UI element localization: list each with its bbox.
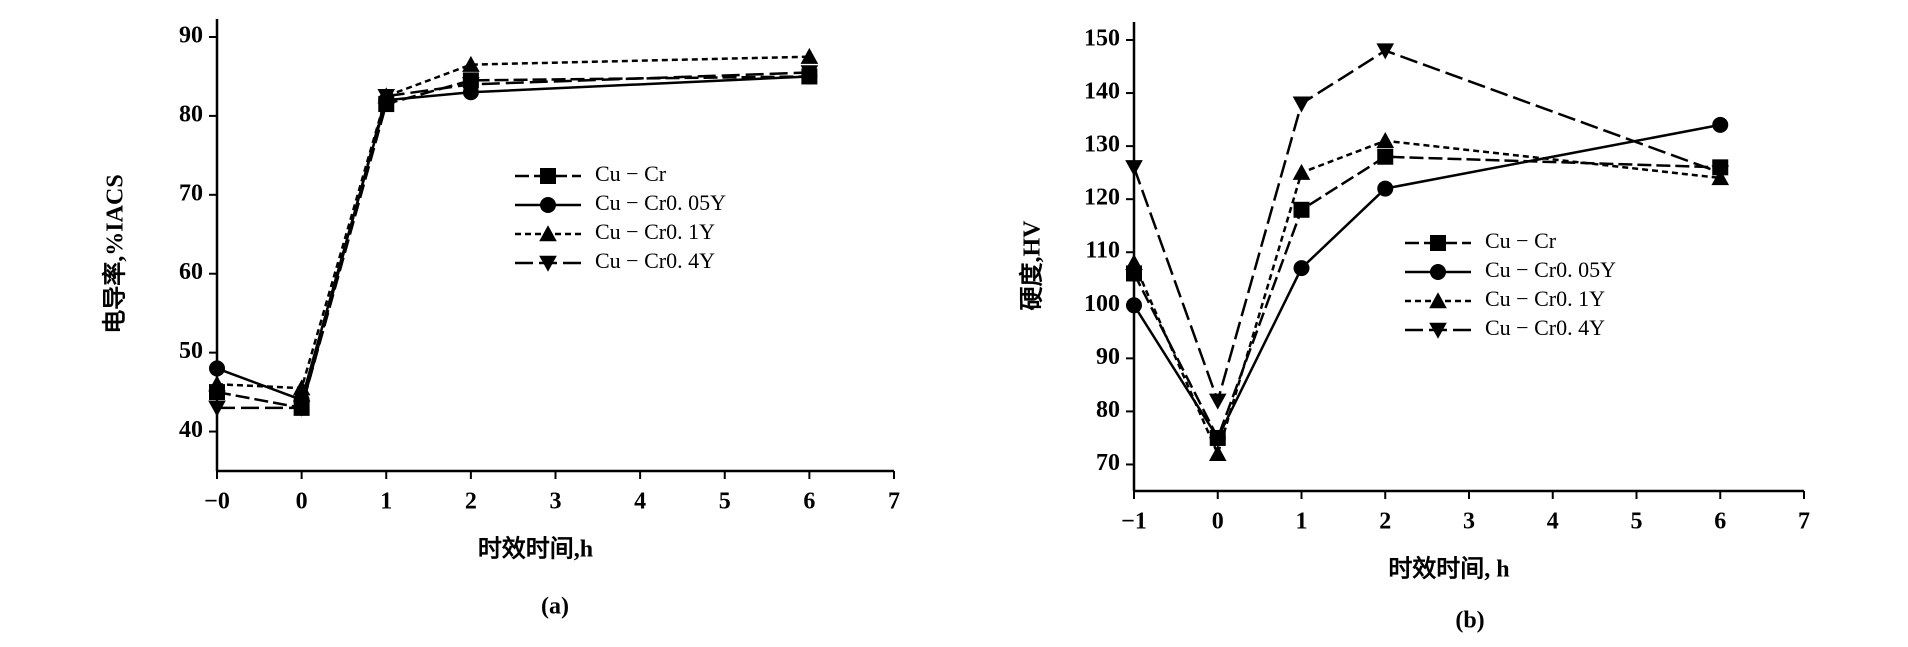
legend-label: Cu − Cr0. 05Y bbox=[595, 190, 726, 215]
marker-circle bbox=[209, 360, 225, 377]
x-tick-label: 7 bbox=[888, 489, 900, 515]
marker-square bbox=[1293, 201, 1310, 218]
marker-square bbox=[540, 168, 556, 184]
marker-triangle bbox=[1292, 96, 1311, 113]
marker-triangle bbox=[462, 55, 480, 72]
marker-triangle bbox=[800, 47, 819, 64]
marker-circle bbox=[1712, 116, 1729, 133]
marker-triangle bbox=[1208, 445, 1227, 462]
x-tick-label: 5 bbox=[1631, 509, 1643, 535]
y-tick-label: 80 bbox=[1096, 397, 1120, 423]
marker-triangle bbox=[377, 88, 396, 105]
x-tick-label: 1 bbox=[1296, 509, 1308, 535]
marker-circle bbox=[1126, 297, 1142, 314]
marker-square bbox=[1377, 148, 1394, 165]
series-line bbox=[1132, 49, 1721, 405]
y-tick-label: 150 bbox=[1084, 26, 1120, 52]
y-tick-label: 130 bbox=[1084, 132, 1120, 158]
marker-triangle bbox=[1125, 160, 1143, 177]
y-tick-label: 90 bbox=[1096, 344, 1120, 370]
x-tick-label: 2 bbox=[1379, 509, 1391, 535]
x-axis-label: 时效时间, h bbox=[1388, 555, 1509, 583]
marker-triangle bbox=[539, 225, 557, 242]
y-tick-label: 100 bbox=[1084, 291, 1120, 317]
marker-circle bbox=[540, 197, 556, 213]
series-line bbox=[1132, 123, 1721, 441]
x-tick-label: 3 bbox=[550, 489, 562, 515]
marker-circle bbox=[1377, 180, 1394, 197]
y-tick-label: 80 bbox=[179, 101, 203, 127]
marker-triangle bbox=[800, 65, 819, 82]
x-tick-label: 7 bbox=[1798, 509, 1810, 535]
y-tick-label: 70 bbox=[1096, 450, 1120, 476]
legend-label: Cu − Cr0. 1Y bbox=[1485, 286, 1605, 311]
legend-label: Cu − Cr bbox=[595, 161, 667, 186]
y-axis-label: 电导率,%IACS bbox=[101, 174, 129, 333]
marker-triangle bbox=[1208, 393, 1227, 410]
marker-circle bbox=[1430, 264, 1446, 280]
series-line bbox=[217, 71, 810, 410]
marker-triangle bbox=[208, 375, 226, 392]
x-tick-label: 4 bbox=[1547, 509, 1559, 535]
legend-label: Cu − Cr bbox=[1485, 228, 1557, 253]
caption: (b) bbox=[1455, 608, 1484, 634]
y-tick-label: 120 bbox=[1084, 185, 1120, 211]
marker-triangle bbox=[1429, 322, 1447, 339]
y-tick-label: 70 bbox=[179, 180, 203, 206]
series-line bbox=[216, 75, 810, 410]
y-tick-label: 50 bbox=[179, 338, 203, 364]
marker-triangle bbox=[208, 400, 226, 417]
x-tick-label: 5 bbox=[719, 489, 731, 515]
marker-triangle bbox=[539, 255, 557, 272]
y-tick-label: 110 bbox=[1085, 238, 1120, 264]
x-tick-label: 2 bbox=[465, 489, 477, 515]
caption: (a) bbox=[541, 594, 569, 620]
x-tick-label: −1 bbox=[1121, 509, 1147, 535]
x-axis-label: 时效时间,h bbox=[478, 535, 593, 563]
x-tick-label: 4 bbox=[634, 489, 646, 515]
legend-label: Cu − Cr0. 4Y bbox=[1485, 315, 1605, 340]
marker-triangle bbox=[1292, 163, 1311, 180]
series-line bbox=[216, 55, 810, 390]
y-axis-label: 硬度,HV bbox=[1018, 220, 1046, 311]
marker-circle bbox=[1293, 260, 1310, 277]
legend-label: Cu − Cr0. 4Y bbox=[595, 248, 715, 273]
y-tick-label: 60 bbox=[179, 259, 203, 285]
marker-square bbox=[1430, 235, 1446, 251]
x-tick-label: −0 bbox=[204, 489, 230, 515]
legend-label: Cu − Cr0. 05Y bbox=[1485, 257, 1616, 282]
marker-triangle bbox=[1376, 43, 1395, 60]
x-tick-label: 1 bbox=[380, 489, 392, 515]
marker-triangle bbox=[1429, 292, 1447, 309]
x-tick-label: 6 bbox=[803, 489, 815, 515]
legend-label: Cu − Cr0. 1Y bbox=[595, 219, 715, 244]
marker-triangle bbox=[1711, 165, 1730, 182]
series-line bbox=[216, 75, 810, 402]
x-tick-label: 6 bbox=[1714, 509, 1726, 535]
series-line bbox=[1132, 139, 1721, 458]
x-tick-label: 3 bbox=[1463, 509, 1475, 535]
x-tick-label: 0 bbox=[296, 489, 308, 515]
marker-triangle bbox=[292, 400, 311, 417]
y-tick-label: 90 bbox=[179, 23, 203, 49]
marker-triangle bbox=[1125, 254, 1143, 271]
marker-triangle bbox=[462, 77, 480, 94]
y-tick-label: 40 bbox=[179, 417, 203, 443]
marker-triangle bbox=[1376, 132, 1395, 149]
x-tick-label: 0 bbox=[1212, 509, 1224, 535]
y-tick-label: 140 bbox=[1084, 79, 1120, 105]
